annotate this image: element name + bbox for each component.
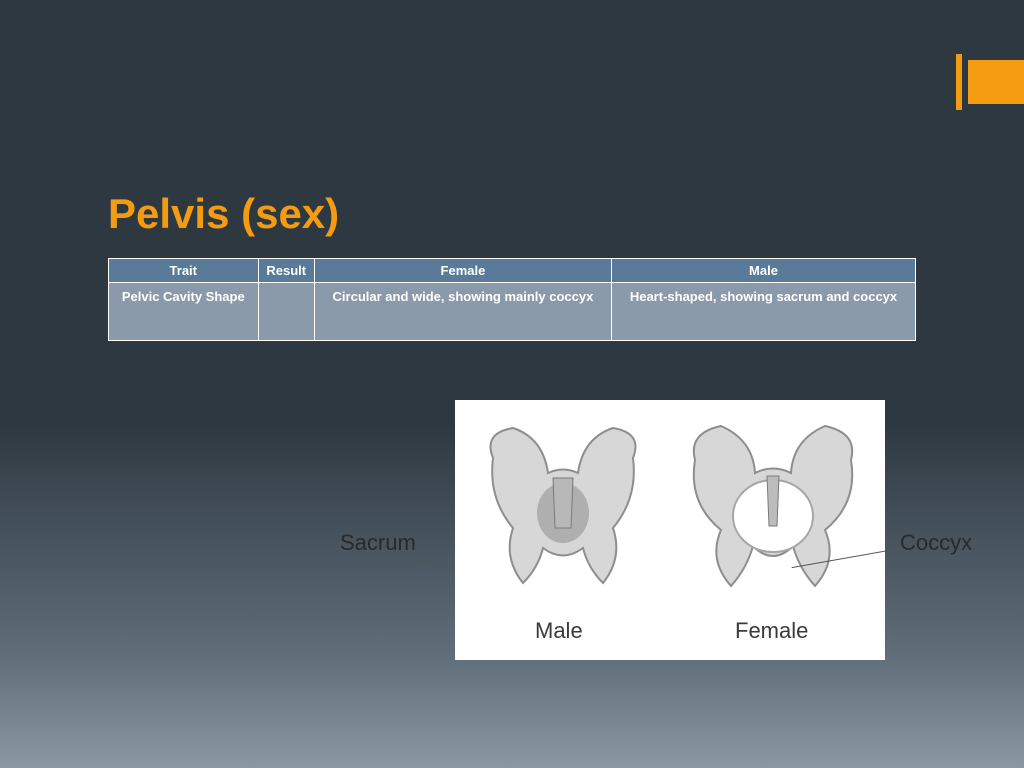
caption-female: Female [735, 618, 808, 644]
traits-table: Trait Result Female Male Pelvic Cavity S… [108, 258, 916, 341]
caption-male: Male [535, 618, 583, 644]
label-coccyx: Coccyx [900, 530, 972, 556]
slide-title: Pelvis (sex) [108, 190, 339, 238]
cell-trait: Pelvic Cavity Shape [109, 283, 259, 341]
female-pelvis-icon [683, 418, 863, 598]
cell-female: Circular and wide, showing mainly coccyx [314, 283, 611, 341]
col-male: Male [611, 259, 915, 283]
cell-male: Heart-shaped, showing sacrum and coccyx [611, 283, 915, 341]
table-row: Pelvic Cavity Shape Circular and wide, s… [109, 283, 916, 341]
col-result: Result [258, 259, 314, 283]
col-trait: Trait [109, 259, 259, 283]
pelvis-diagram: Male Female [455, 400, 885, 660]
accent-block [968, 60, 1024, 104]
table-header-row: Trait Result Female Male [109, 259, 916, 283]
label-sacrum: Sacrum [340, 530, 416, 556]
accent-side [956, 54, 962, 110]
col-female: Female [314, 259, 611, 283]
cell-result [258, 283, 314, 341]
male-pelvis-icon [473, 418, 653, 598]
